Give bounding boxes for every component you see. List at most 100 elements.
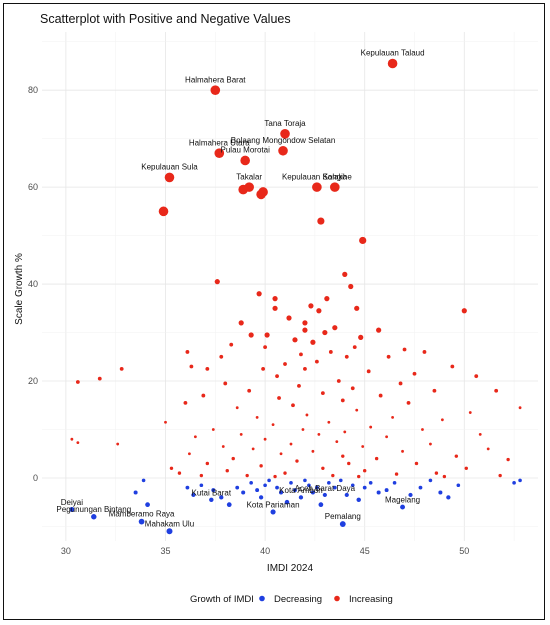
- decreasing-point: [310, 490, 315, 495]
- y-tick-label: 20: [28, 376, 38, 386]
- increasing-point: [342, 271, 348, 277]
- x-axis-title: IMDI 2024: [267, 563, 314, 574]
- decreasing-point: [400, 504, 405, 510]
- increasing-point: [305, 413, 309, 417]
- increasing-point: [299, 352, 303, 357]
- decreasing-point: [350, 483, 355, 488]
- increasing-point: [301, 428, 305, 431]
- increasing-point: [256, 291, 262, 297]
- decreasing-point: [289, 481, 293, 485]
- increasing-point: [76, 441, 80, 444]
- increasing-point: [335, 440, 339, 444]
- increasing-point: [283, 471, 287, 475]
- decreasing-point: [293, 488, 297, 493]
- legend-title: Growth of IMDI: [190, 594, 254, 605]
- decreasing-point: [303, 478, 307, 483]
- decreasing-point: [226, 502, 232, 508]
- decreasing-point: [327, 481, 331, 485]
- increasing-point: [239, 432, 243, 436]
- increasing-point: [259, 464, 263, 468]
- increasing-point: [271, 423, 275, 427]
- increasing-point: [434, 471, 439, 475]
- decreasing-point: [418, 485, 423, 490]
- point-label: Kepulauan Talaud: [361, 49, 425, 58]
- increasing-point: [119, 367, 124, 371]
- increasing-point: [277, 396, 281, 400]
- increasing-point: [295, 459, 299, 463]
- increasing-point: [263, 345, 268, 349]
- increasing-point: [422, 350, 427, 354]
- increasing-point: [302, 320, 308, 326]
- increasing-point: [231, 456, 235, 461]
- decreasing-point: [315, 485, 319, 490]
- increasing-point: [336, 379, 341, 383]
- decreasing-point: [446, 495, 451, 500]
- increasing-point: [442, 474, 447, 479]
- increasing-point: [214, 279, 220, 285]
- point-label: Deiyai: [61, 498, 83, 507]
- increasing-point: [255, 415, 259, 419]
- increasing-point: [311, 449, 315, 453]
- increasing-point: [386, 354, 391, 359]
- increasing-point: [324, 296, 330, 302]
- point-label: Kolaka: [323, 172, 348, 181]
- increasing-point: [450, 364, 455, 369]
- point-label: Bolaang Mongondow Selatan: [231, 136, 336, 145]
- increasing-point: [498, 473, 502, 478]
- increasing-point: [350, 386, 355, 391]
- decreasing-point: [376, 490, 381, 495]
- decreasing-point: [356, 497, 361, 503]
- increasing-point: [189, 364, 194, 369]
- legend-swatch-decreasing: [259, 595, 265, 602]
- increasing-point: [378, 393, 383, 398]
- decreasing-point: [384, 488, 389, 493]
- decreasing-point: [456, 483, 461, 488]
- increasing-point: [258, 187, 268, 197]
- decreasing-point: [279, 490, 284, 495]
- increasing-point: [321, 466, 325, 470]
- increasing-point: [340, 398, 345, 403]
- increasing-point: [308, 303, 314, 309]
- decreasing-point: [258, 495, 264, 500]
- increasing-point: [223, 381, 228, 386]
- increasing-point: [205, 367, 210, 371]
- increasing-point: [263, 437, 267, 441]
- decreasing-point: [133, 490, 138, 495]
- decreasing-point: [307, 483, 311, 488]
- increasing-point: [245, 473, 249, 478]
- increasing-point: [317, 432, 321, 436]
- point-label: Tana Toraja: [264, 119, 306, 128]
- point-label: Takalar: [236, 172, 262, 181]
- increasing-point: [366, 369, 371, 374]
- increasing-point: [402, 347, 407, 352]
- point-label: Pemalang: [325, 512, 361, 521]
- increasing-point: [261, 367, 266, 371]
- point-label: Kota Ambon: [279, 486, 323, 495]
- increasing-point: [369, 425, 373, 429]
- increasing-point: [310, 339, 316, 345]
- point-label: Magelang: [385, 496, 420, 505]
- increasing-point: [518, 406, 522, 410]
- increasing-point: [164, 172, 175, 183]
- legend-label-decreasing: Decreasing: [274, 594, 322, 605]
- y-tick-label: 80: [28, 85, 38, 95]
- increasing-point: [506, 457, 510, 462]
- increasing-point: [385, 435, 389, 439]
- increasing-point: [454, 454, 459, 458]
- increasing-point: [205, 461, 210, 466]
- increasing-point: [374, 456, 379, 461]
- increasing-point: [221, 445, 225, 448]
- decreasing-point: [518, 478, 522, 483]
- increasing-point: [344, 354, 349, 359]
- increasing-point: [406, 400, 411, 405]
- increasing-point: [283, 362, 287, 366]
- increasing-point: [183, 400, 188, 405]
- legend: Growth of IMDI Decreasing Increasing: [190, 594, 393, 605]
- decreasing-point: [362, 485, 367, 490]
- increasing-point: [238, 184, 248, 195]
- decreasing-point: [219, 495, 224, 500]
- decreasing-point: [141, 478, 146, 483]
- decreasing-point: [209, 497, 214, 503]
- y-axis-title: Scale Growth %: [14, 253, 25, 325]
